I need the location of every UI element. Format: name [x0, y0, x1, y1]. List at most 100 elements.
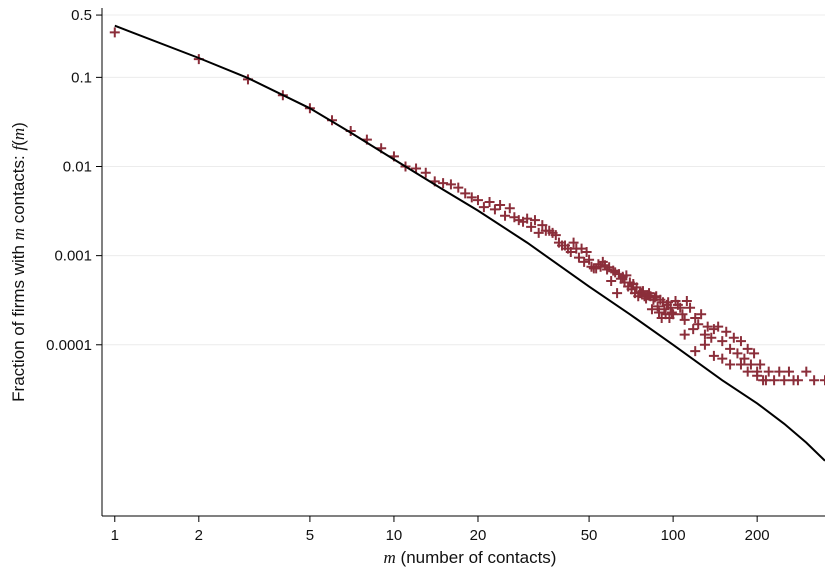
data-point: [749, 348, 760, 359]
data-point: [745, 359, 756, 370]
x-ticks: 1 2 5 10 20 50 100 200: [111, 516, 770, 544]
data-point: [568, 237, 579, 248]
data-point: [621, 270, 632, 281]
data-point: [526, 221, 537, 232]
data-point: [579, 256, 590, 267]
data-point: [690, 346, 701, 357]
y-tick-label: 0.001: [54, 248, 92, 265]
data-point: [631, 282, 642, 293]
data-point: [693, 319, 704, 330]
data-point: [420, 167, 431, 178]
data-point: [665, 302, 676, 313]
data-point: [792, 375, 803, 386]
data-point: [612, 288, 623, 299]
data-point: [504, 203, 515, 214]
data-point: [742, 366, 753, 377]
fit-line: [114, 24, 825, 462]
y-ticks: 0.5 0.1 0.01 0.001 0.0001: [46, 7, 102, 354]
x-tick-label: 5: [306, 527, 314, 544]
data-point: [685, 302, 696, 313]
data-point: [717, 353, 728, 364]
data-point: [576, 243, 587, 254]
data-point: [453, 182, 464, 193]
y-tick-label: 0.01: [63, 159, 92, 176]
data-point: [735, 359, 746, 370]
x-tick-label: 2: [195, 527, 203, 544]
data-point: [688, 324, 699, 335]
data-point: [649, 292, 660, 303]
x-tick-label: 1: [111, 527, 119, 544]
y-tick-label: 0.5: [71, 7, 92, 24]
data-point: [445, 179, 456, 190]
data-point: [466, 192, 477, 203]
y-axis-title: Fraction of firms with m contacts: f(m): [9, 122, 28, 402]
data-point: [801, 366, 812, 377]
data-point: [728, 332, 739, 343]
x-tick-label: 10: [386, 527, 403, 544]
data-point: [702, 321, 713, 332]
data-point: [602, 264, 613, 275]
data-point: [478, 202, 489, 213]
data-point: [774, 366, 785, 377]
y-tick-label: 0.1: [71, 69, 92, 86]
data-point: [533, 227, 544, 238]
data-point: [646, 304, 657, 315]
data-point: [763, 366, 774, 377]
data-point: [668, 309, 679, 320]
data-point: [679, 314, 690, 325]
data-point: [608, 265, 619, 276]
data-point: [484, 196, 495, 207]
data-point: [606, 275, 617, 286]
data-point: [706, 332, 717, 343]
data-point: [663, 297, 674, 308]
x-tick-label: 50: [581, 527, 598, 544]
data-point: [708, 350, 719, 361]
data-point: [584, 254, 595, 265]
data-point: [500, 210, 511, 221]
data-point: [783, 366, 794, 377]
data-point: [565, 246, 576, 257]
data-point: [721, 326, 732, 337]
data-point: [666, 307, 677, 318]
data-point: [677, 309, 688, 320]
y-tick-label: 0.0001: [46, 337, 92, 354]
data-point: [679, 329, 690, 340]
data-point: [725, 359, 736, 370]
data-point: [681, 295, 692, 306]
data-point: [652, 301, 663, 312]
data-point: [820, 375, 825, 386]
x-tick-label: 100: [661, 527, 686, 544]
data-point: [713, 321, 724, 332]
data-point: [690, 312, 701, 323]
x-tick-label: 20: [470, 527, 487, 544]
data-point: [735, 336, 746, 347]
data-point: [653, 307, 664, 318]
data-point: [760, 375, 771, 386]
gridlines: [102, 14, 825, 346]
data-point: [699, 339, 710, 350]
data-point: [742, 343, 753, 354]
data-point: [460, 188, 471, 199]
data-point: [699, 329, 710, 340]
data-point: [472, 195, 483, 206]
data-point: [675, 302, 686, 313]
data-point: [725, 343, 736, 354]
data-point: [581, 246, 592, 257]
x-axis-title: m (number of contacts): [384, 548, 557, 567]
data-point: [537, 220, 548, 231]
data-point: [522, 213, 533, 224]
data-point: [752, 370, 763, 381]
data-point: [573, 252, 584, 263]
data-point: [550, 230, 561, 241]
data-point: [438, 178, 449, 189]
x-tick-label: 200: [745, 527, 770, 544]
data-point: [809, 375, 820, 386]
data-point: [717, 336, 728, 347]
axes: [101, 8, 825, 517]
data-point: [739, 353, 750, 364]
data-point: [529, 215, 540, 226]
data-point: [755, 359, 766, 370]
data-point: [495, 199, 506, 210]
data-point: [696, 309, 707, 320]
